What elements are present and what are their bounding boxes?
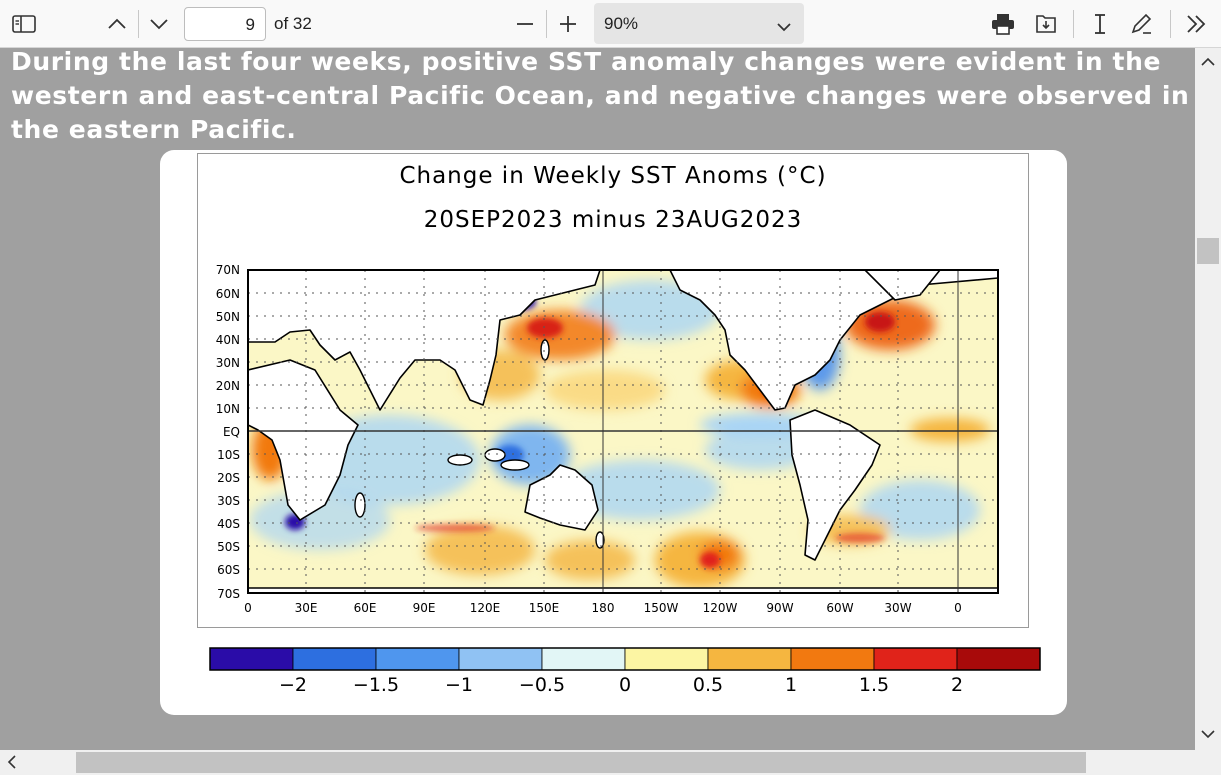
- chevron-left-icon[interactable]: [2, 750, 22, 775]
- continent-outlines: [248, 270, 998, 593]
- figure-subtitle: 20SEP2023 minus 23AUG2023: [423, 207, 803, 233]
- lat-label: 60S: [217, 563, 240, 577]
- save-icon[interactable]: [1033, 12, 1059, 36]
- lat-label: 30N: [216, 356, 240, 370]
- chevron-up-icon[interactable]: [1195, 52, 1221, 72]
- lat-label: 40S: [217, 517, 240, 531]
- lat-label: EQ: [223, 425, 240, 439]
- figure-frame: [197, 153, 1029, 628]
- colorbar-swatch: [375, 647, 460, 671]
- lat-label: 20N: [216, 379, 240, 393]
- minus-icon[interactable]: [513, 12, 537, 36]
- page-number-input[interactable]: 9: [184, 7, 266, 41]
- lat-label: 10S: [217, 448, 240, 462]
- lon-label: 30W: [884, 601, 911, 615]
- colorbar-swatch: [458, 647, 543, 671]
- lat-label: 40N: [216, 333, 240, 347]
- lat-label: 70S: [217, 587, 240, 601]
- chevron-down-icon[interactable]: [146, 12, 172, 36]
- colorbar-swatch: [707, 647, 792, 671]
- lon-label: 60E: [354, 601, 377, 615]
- lat-label: 50N: [216, 310, 240, 324]
- sidebar-toggle-icon[interactable]: [10, 12, 38, 36]
- lon-label: 150W: [644, 601, 679, 615]
- chevron-down-icon: [776, 17, 792, 36]
- chevron-down-icon[interactable]: [1195, 724, 1221, 744]
- chevron-up-icon[interactable]: [104, 12, 130, 36]
- colorbar-tick-label: −2: [279, 674, 307, 696]
- lat-label: 10N: [216, 402, 240, 416]
- lat-label: 20S: [217, 471, 240, 485]
- zoom-select[interactable]: 90%: [594, 3, 804, 44]
- colorbar-tick-label: −1.5: [353, 674, 399, 696]
- lon-label: 90E: [413, 601, 436, 615]
- lon-label: 120E: [470, 601, 501, 615]
- lon-label: 120W: [703, 601, 738, 615]
- page-total-label: of 32: [274, 14, 312, 33]
- double-chevron-right-icon[interactable]: [1183, 12, 1209, 36]
- lat-label: 50S: [217, 540, 240, 554]
- pdf-toolbar: 9 of 32 90%: [0, 0, 1221, 48]
- colorbar-swatch: [209, 647, 294, 671]
- lon-axis: 0 30E 60E 90E 120E 150E 180 150W 120W 90…: [244, 601, 962, 615]
- horizontal-scroll-thumb[interactable]: [76, 752, 1086, 773]
- lon-label: 0: [954, 601, 962, 615]
- colorbar-swatches: [209, 647, 1041, 671]
- vertical-scrollbar[interactable]: [1195, 48, 1221, 750]
- colorbar-tick-label: 0.5: [693, 674, 723, 696]
- map-border: [247, 269, 999, 594]
- colorbar: −2 −1.5 −1 −0.5 0 0.5 1 1.5 2: [209, 647, 1041, 696]
- printer-icon[interactable]: [990, 12, 1016, 36]
- colorbar-tick-label: 1: [785, 674, 797, 696]
- colorbar-border: [209, 647, 1041, 671]
- text-cursor-icon[interactable]: [1088, 12, 1112, 36]
- island-outlines: [354, 339, 605, 549]
- colorbar-swatch: [790, 647, 875, 671]
- lat-label: 60N: [216, 287, 240, 301]
- colorbar-tick-label: 2: [951, 674, 963, 696]
- colorbar-ticks: −2 −1.5 −1 −0.5 0 0.5 1 1.5 2: [279, 674, 963, 696]
- vertical-scroll-thumb[interactable]: [1197, 238, 1219, 264]
- colorbar-tick-label: 1.5: [859, 674, 889, 696]
- colorbar-swatch: [541, 647, 626, 671]
- lon-label: 60W: [826, 601, 853, 615]
- colorbar-swatch: [624, 647, 709, 671]
- zoom-value: 90%: [604, 14, 639, 33]
- lat-label: 70N: [216, 263, 240, 277]
- plus-icon[interactable]: [556, 12, 580, 36]
- sst-anomaly-map: 70N 60N 50N 40N 30N 20N 10N EQ 10S 20S 3…: [216, 263, 999, 615]
- figure-title: Change in Weekly SST Anoms (°C): [399, 163, 827, 189]
- pen-icon[interactable]: [1128, 12, 1154, 36]
- lon-label: 30E: [295, 601, 318, 615]
- lon-label: 180: [592, 601, 615, 615]
- colorbar-tick-label: 0: [619, 674, 631, 696]
- lat-axis: 70N 60N 50N 40N 30N 20N 10N EQ 10S 20S 3…: [216, 263, 240, 601]
- colorbar-tick-label: −1: [445, 674, 473, 696]
- colorbar-swatch: [956, 647, 1041, 671]
- colorbar-swatch: [873, 647, 958, 671]
- lon-label: 150E: [529, 601, 560, 615]
- document-paragraph: During the last four weeks, positive SST…: [11, 47, 1190, 144]
- lon-label: 0: [244, 601, 252, 615]
- lat-label: 30S: [217, 494, 240, 508]
- lon-label: 90W: [766, 601, 793, 615]
- colorbar-swatch: [292, 647, 377, 671]
- colorbar-tick-label: −0.5: [519, 674, 565, 696]
